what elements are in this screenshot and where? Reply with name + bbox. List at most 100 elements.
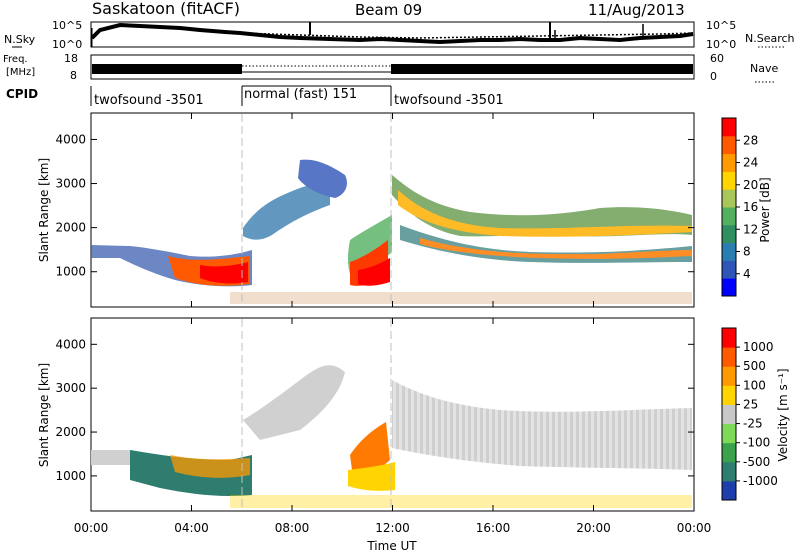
velocity-near-range-noise bbox=[230, 495, 692, 508]
colorbar-swatch bbox=[722, 480, 736, 501]
colorbar-swatch bbox=[722, 135, 736, 155]
x-tick-label: 00:00 bbox=[74, 521, 109, 535]
freq-panel bbox=[90, 54, 695, 80]
nsky-tick-bottom: 10^0 bbox=[52, 38, 82, 51]
colorbar-tick-label: -500 bbox=[743, 455, 770, 469]
x-tick-label: 20:00 bbox=[576, 521, 611, 535]
power-colorbar-label: Power [dB] bbox=[758, 177, 772, 242]
colorbar-tick-label: 12 bbox=[743, 222, 758, 236]
colorbar-swatch bbox=[722, 189, 736, 208]
colorbar-tick-label: 25 bbox=[743, 397, 758, 411]
y-tick-label: 2000 bbox=[55, 425, 86, 439]
y-tick-label: 3000 bbox=[55, 177, 86, 191]
station-title: Saskatoon (fitACF) bbox=[92, 0, 240, 18]
freq-label: Freq. bbox=[3, 54, 28, 65]
colorbar-swatch bbox=[722, 153, 736, 172]
nave-tick-top: 60 bbox=[710, 52, 724, 65]
y-tick-label: 2000 bbox=[55, 221, 86, 235]
freq-unit-label: [MHz] bbox=[6, 67, 35, 78]
velocity-panel bbox=[90, 317, 695, 512]
colorbar-tick-label: -100 bbox=[743, 436, 770, 450]
colorbar-swatch bbox=[722, 347, 736, 367]
nsearch-label: N.Search bbox=[745, 32, 795, 45]
colorbar-swatch bbox=[722, 404, 736, 425]
sky-panel bbox=[90, 21, 695, 48]
nsky-tick-top: 10^5 bbox=[52, 19, 82, 32]
nsearch-tick-top: 10^5 bbox=[706, 19, 736, 32]
colorbar-tick-label: 100 bbox=[743, 378, 766, 392]
nave-label: Nave bbox=[750, 62, 778, 75]
x-tick-label: 00:00 bbox=[677, 521, 712, 535]
cpid-segment-1: twofsound -3501 bbox=[94, 93, 204, 108]
velocity-y-axis: 1000 2000 3000 4000 bbox=[55, 337, 694, 483]
freq-band-left bbox=[92, 64, 242, 74]
power-near-range-noise bbox=[230, 292, 692, 304]
time-x-axis: 00:00 04:00 08:00 12:00 16:00 20:00 00:00 bbox=[74, 113, 712, 535]
velocity-ylabel: Slant Range [km] bbox=[37, 363, 51, 467]
nsearch-trace bbox=[239, 32, 694, 39]
colorbar-tick-label: 1000 bbox=[743, 340, 774, 354]
cpid-segment-3: twofsound -3501 bbox=[394, 93, 504, 108]
velocity-colorbar: 1000 500 100 25 -25 -100 -500 -1000 bbox=[721, 327, 778, 501]
power-y-axis: 1000 2000 3000 4000 bbox=[55, 132, 694, 279]
colorbar-swatch bbox=[722, 171, 736, 190]
velocity-midday-yellow bbox=[348, 462, 395, 491]
colorbar-swatch bbox=[722, 442, 736, 463]
colorbar-tick-label: 28 bbox=[743, 133, 758, 147]
y-tick-label: 4000 bbox=[55, 337, 86, 351]
velocity-midday-orange bbox=[350, 422, 390, 472]
cpid-bar: twofsound -3501 normal (fast) 151 twofso… bbox=[90, 85, 504, 108]
colorbar-tick-label: 20 bbox=[743, 178, 758, 192]
x-tick-label: 08:00 bbox=[275, 521, 310, 535]
freq-tick-bottom: 8 bbox=[70, 69, 77, 82]
cpid-label: CPID bbox=[6, 87, 38, 101]
power-scatter-band-lower bbox=[400, 225, 692, 263]
power-early-blob bbox=[91, 245, 252, 287]
colorbar-swatch bbox=[722, 118, 736, 137]
nsky-label: N.Sky bbox=[4, 33, 36, 46]
freq-tick-top: 18 bbox=[64, 52, 78, 65]
colorbar-tick-label: -25 bbox=[743, 417, 763, 431]
nsearch-tick-bottom: 10^0 bbox=[706, 38, 736, 51]
x-tick-label: 16:00 bbox=[476, 521, 511, 535]
colorbar-swatch bbox=[722, 224, 736, 244]
nave-tick-bottom: 0 bbox=[710, 70, 717, 83]
power-midday-patch bbox=[347, 215, 392, 286]
velocity-early-blob bbox=[91, 450, 252, 497]
velocity-colorbar-label: Velocity [m s⁻¹] bbox=[776, 368, 790, 461]
cpid-segment-2: normal (fast) 151 bbox=[244, 87, 357, 102]
freq-band-right bbox=[391, 64, 693, 74]
y-tick-label: 3000 bbox=[55, 381, 86, 395]
colorbar-swatch bbox=[722, 278, 736, 297]
colorbar-tick-label: 16 bbox=[743, 200, 758, 214]
power-panel bbox=[90, 112, 695, 308]
power-colorbar: 28 24 20 16 12 8 4 bbox=[721, 117, 758, 297]
colorbar-swatch bbox=[722, 260, 736, 279]
colorbar-tick-label: 4 bbox=[743, 267, 751, 281]
colorbar-swatch bbox=[722, 461, 736, 482]
velocity-gray-band bbox=[392, 380, 692, 470]
y-tick-label: 4000 bbox=[55, 132, 86, 146]
colorbar-tick-label: 24 bbox=[743, 156, 758, 170]
colorbar-swatch bbox=[722, 423, 736, 444]
velocity-gray-morning bbox=[243, 365, 345, 440]
colorbar-swatch bbox=[722, 328, 736, 348]
colorbar-swatch bbox=[722, 385, 736, 405]
colorbar-tick-label: -1000 bbox=[743, 474, 778, 488]
colorbar-frame bbox=[721, 327, 737, 501]
colorbar-swatch bbox=[722, 242, 736, 261]
beam-title: Beam 09 bbox=[355, 1, 422, 19]
power-morning-patch bbox=[243, 159, 347, 240]
x-tick-label: 04:00 bbox=[174, 521, 209, 535]
power-scatter-band-upper bbox=[392, 175, 692, 237]
power-ylabel: Slant Range [km] bbox=[37, 158, 51, 262]
nsky-trace bbox=[90, 22, 694, 45]
colorbar-swatch bbox=[722, 366, 736, 386]
time-xlabel: Time UT bbox=[366, 539, 417, 553]
y-tick-label: 1000 bbox=[55, 469, 86, 483]
x-tick-label: 12:00 bbox=[375, 521, 410, 535]
colorbar-swatch bbox=[722, 207, 736, 226]
colorbar-tick-label: 500 bbox=[743, 359, 766, 373]
date-title: 11/Aug/2013 bbox=[588, 1, 685, 19]
